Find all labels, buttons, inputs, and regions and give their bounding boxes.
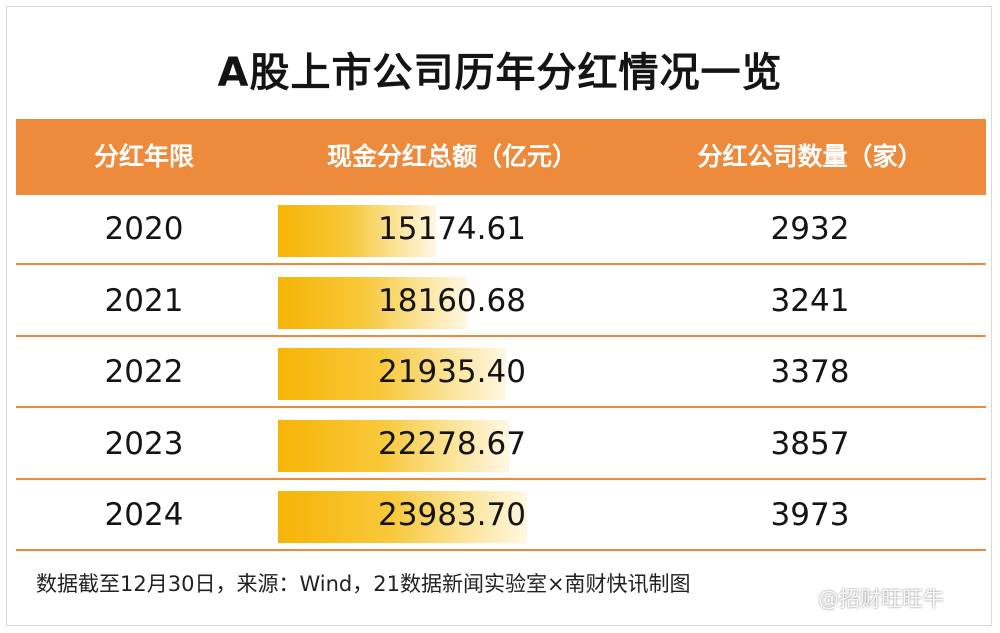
table-row: 2024 23983.70 3973 [16,481,986,551]
header-amount: 现金分红总额（亿元） [326,142,577,171]
header-count: 分红公司数量（家） [697,142,923,171]
year-cell: 2023 [104,425,184,462]
header-year: 分红年限 [93,142,194,171]
amount-cell: 21935.40 [378,354,526,390]
year-cell: 2022 [104,354,184,390]
amount-bar [278,205,436,257]
amount-bar [278,491,527,543]
source-note: 数据截至12月30日，来源：Wind，21数据新闻实验室×南财快讯制图 [36,572,691,596]
amount-cell: 23983.70 [378,497,526,533]
amount-bar [278,419,509,472]
table-frame [6,6,992,626]
amount-cell: 22278.67 [378,425,526,462]
count-cell: 3973 [770,497,850,533]
table-header: 分红年限 现金分红总额（亿元） 分红公司数量（家） [16,119,986,195]
count-cell: 2932 [770,211,850,247]
table-row: 2021 18160.68 3241 [16,267,986,337]
table-row: 2022 21935.40 3378 [16,338,986,408]
chart-title: A股上市公司历年分红情况一览 [217,50,783,96]
table-row: 2020 15174.61 2932 [16,195,986,265]
year-cell: 2020 [104,211,184,247]
year-cell: 2021 [104,282,184,319]
amount-cell: 15174.61 [378,211,526,247]
count-cell: 3241 [770,282,850,319]
count-cell: 3378 [770,354,850,390]
amount-bar [278,348,506,400]
count-cell: 3857 [770,425,850,462]
year-cell: 2024 [104,497,184,533]
amount-bar [278,276,467,329]
amount-cell: 18160.68 [378,282,526,319]
watermark: @招财旺旺牛 [818,587,944,611]
table-row: 2023 22278.67 3857 [16,410,986,480]
